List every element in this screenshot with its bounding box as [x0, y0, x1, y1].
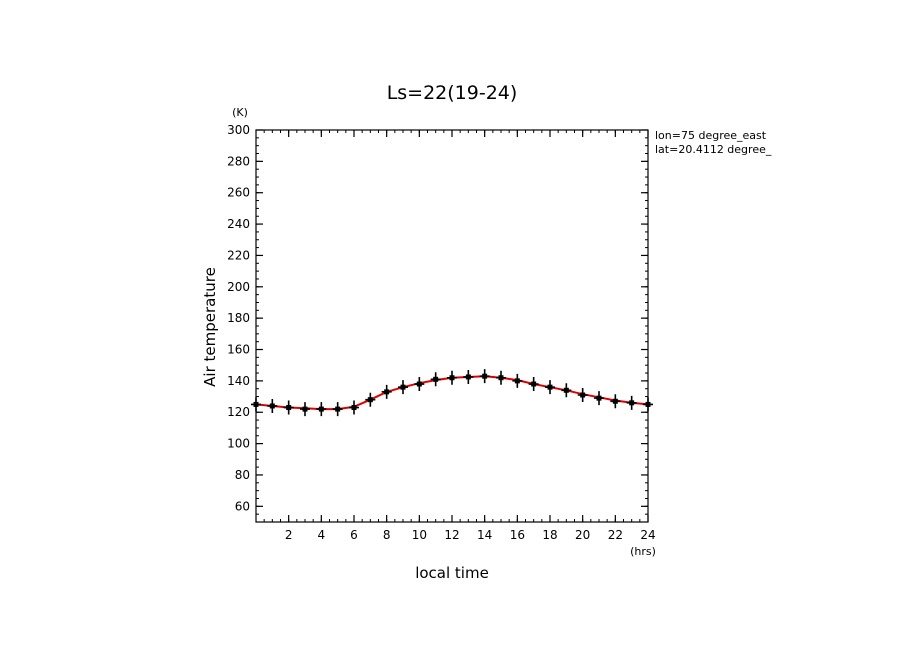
data-point-box	[629, 400, 635, 406]
data-point-box	[596, 395, 602, 401]
x-tick-label: 10	[412, 528, 427, 542]
data-point-box	[449, 375, 455, 381]
data-point-box	[367, 397, 373, 403]
data-point-box	[547, 384, 553, 390]
data-point-box	[286, 405, 292, 411]
data-point-box	[612, 398, 618, 404]
x-tick-label: 2	[285, 528, 293, 542]
x-tick-label: 8	[383, 528, 391, 542]
y-tick-label: 160	[227, 343, 250, 357]
y-tick-label: 120	[227, 405, 250, 419]
x-axis-unit: (hrs)	[630, 545, 656, 558]
x-tick-label: 20	[575, 528, 590, 542]
y-tick-label: 140	[227, 374, 250, 388]
y-tick-label: 200	[227, 280, 250, 294]
x-tick-label: 22	[608, 528, 623, 542]
data-point-box	[645, 401, 651, 407]
data-point-box	[269, 403, 275, 409]
x-tick-label: 6	[350, 528, 358, 542]
data-point-box	[482, 373, 488, 379]
y-tick-label: 100	[227, 437, 250, 451]
x-tick-label: 16	[510, 528, 525, 542]
data-point-box	[318, 406, 324, 412]
data-point-box	[433, 376, 439, 382]
data-point-box	[351, 405, 357, 411]
data-point-box	[514, 378, 520, 384]
y-axis-unit: (K)	[232, 106, 248, 119]
plot-frame	[255, 129, 649, 523]
x-tick-label: 24	[640, 528, 655, 542]
data-point-box	[580, 392, 586, 398]
data-point-box	[253, 401, 259, 407]
x-tick-label: 12	[444, 528, 459, 542]
data-point-box	[400, 384, 406, 390]
y-tick-label: 80	[235, 468, 250, 482]
data-point-box	[563, 387, 569, 393]
y-tick-label: 180	[227, 311, 250, 325]
data-point-box	[335, 406, 341, 412]
data-point-box	[465, 374, 471, 380]
y-tick-label: 220	[227, 248, 250, 262]
x-tick-label: 14	[477, 528, 492, 542]
annotation-lat: lat=20.4112 degree_	[655, 143, 772, 156]
chart-title: Ls=22(19-24)	[387, 82, 518, 104]
x-tick-label: 18	[542, 528, 557, 542]
y-axis-label: Air temperature	[201, 267, 219, 387]
data-point-box	[416, 381, 422, 387]
y-tick-label: 280	[227, 154, 250, 168]
x-tick-label: 4	[318, 528, 326, 542]
plot-area: 2 4 6 8 10 12 14 16 18 20 22 2460801001201401601802…	[227, 123, 656, 542]
annotation-lon: lon=75 degree_east	[655, 129, 767, 142]
x-axis-label: local time	[415, 564, 489, 582]
y-tick-label: 240	[227, 217, 250, 231]
data-point-box	[384, 389, 390, 395]
data-point-box	[302, 406, 308, 412]
y-tick-label: 300	[227, 123, 250, 137]
data-point-box	[498, 375, 504, 381]
data-point-box	[531, 381, 537, 387]
y-tick-label: 260	[227, 186, 250, 200]
y-tick-label: 60	[235, 499, 250, 513]
